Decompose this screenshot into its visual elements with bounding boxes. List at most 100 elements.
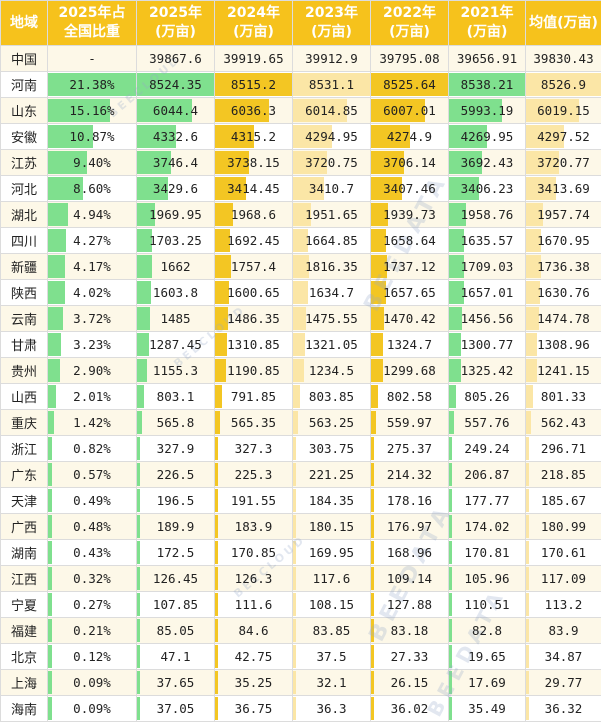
share-cell: 4.94% <box>47 201 137 228</box>
cell-value: 36.32 <box>544 701 583 716</box>
cell-value: 3410.7 <box>308 181 355 196</box>
cell-value: 117.09 <box>540 571 587 586</box>
cell-value: 226.5 <box>156 467 195 482</box>
cell-value: 1816.35 <box>305 259 358 274</box>
cell-value: 126.3 <box>234 571 273 586</box>
table-row: 山东 15.16% 6044.4 6036.3 6014.85 6007.01 5993.1… <box>0 97 601 124</box>
value-bar <box>48 385 57 408</box>
region-cell: 湖南 <box>0 539 48 566</box>
value-cell: 170.85 <box>214 539 293 566</box>
value-cell: 1670.95 <box>525 227 601 254</box>
value-cell: 1969.95 <box>136 201 215 228</box>
value-cell: 565.35 <box>214 409 293 436</box>
cell-value: 1299.68 <box>383 363 436 378</box>
value-cell: 26.15 <box>370 669 449 696</box>
cell-value: 39830.43 <box>533 51 594 66</box>
value-bar <box>137 151 171 174</box>
cell-value: 180.15 <box>308 519 355 534</box>
value-bar <box>526 697 529 720</box>
value-cell: 170.81 <box>448 539 526 566</box>
value-cell: 4274.9 <box>370 123 449 150</box>
value-bar <box>293 177 324 200</box>
column-header: 2025年占 全国比重 <box>47 0 137 46</box>
value-bar <box>215 541 219 564</box>
cell-value: 34.87 <box>544 649 583 664</box>
value-cell: 108.15 <box>292 591 371 618</box>
value-cell: 85.05 <box>136 617 215 644</box>
value-cell: 34.87 <box>525 643 601 670</box>
cell-value: 1190.85 <box>227 363 280 378</box>
value-bar <box>293 359 305 382</box>
value-bar <box>293 593 297 616</box>
value-cell: 3738.15 <box>214 149 293 176</box>
value-cell: 3720.77 <box>525 149 601 176</box>
cell-value: 1474.78 <box>537 311 590 326</box>
value-bar <box>526 359 537 382</box>
value-cell: 226.5 <box>136 461 215 488</box>
value-cell: 39867.6 <box>136 45 215 72</box>
value-bar <box>48 697 52 720</box>
value-cell: 35.25 <box>214 669 293 696</box>
value-cell: 218.85 <box>525 461 601 488</box>
table-row: 四川 4.27% 1703.25 1692.45 1664.85 1658.64 1635.… <box>0 227 601 254</box>
cell-value: 565.8 <box>156 415 195 430</box>
value-cell: 32.1 <box>292 669 371 696</box>
value-cell: 42.75 <box>214 643 293 670</box>
cell-value: 117.6 <box>312 571 351 586</box>
value-bar <box>371 489 375 512</box>
value-bar <box>371 333 383 356</box>
value-cell: 83.85 <box>292 617 371 644</box>
cell-value: 36.3 <box>316 701 347 716</box>
value-bar <box>293 515 297 538</box>
value-cell: 1816.35 <box>292 253 371 280</box>
table-row: 浙江 0.82% 327.9 327.3 303.75 275.37 249.24 296.7… <box>0 435 601 462</box>
value-cell: 225.3 <box>214 461 293 488</box>
cell-value: 6007.01 <box>383 103 436 118</box>
value-bar <box>371 541 375 564</box>
table-row: 贵州 2.90% 1155.3 1190.85 1234.5 1299.68 1325.42… <box>0 357 601 384</box>
cell-value: 39656.91 <box>456 51 518 66</box>
value-bar <box>215 463 219 486</box>
value-cell: 189.9 <box>136 513 215 540</box>
value-cell: 1475.55 <box>292 305 371 332</box>
cell-value: 8531.1 <box>308 77 355 92</box>
cell-value: 37.05 <box>156 701 195 716</box>
cell-value: 0.43% <box>73 545 111 560</box>
cell-value: 39912.9 <box>305 51 358 66</box>
value-cell: 563.25 <box>292 409 371 436</box>
value-bar <box>137 307 151 330</box>
cell-value: 82.8 <box>471 623 503 638</box>
table-row: 湖南 0.43% 172.5 170.85 169.95 168.96 170.81 170.… <box>0 539 601 566</box>
cell-value: 36.02 <box>390 701 429 716</box>
value-cell: 39656.91 <box>448 45 526 72</box>
table-row: 广东 0.57% 226.5 225.3 221.25 214.32 206.87 218.8… <box>0 461 601 488</box>
column-header: 2022年 (万亩) <box>370 0 449 46</box>
value-bar <box>48 489 52 512</box>
value-cell: 303.75 <box>292 435 371 462</box>
cell-value: 1757.4 <box>230 259 277 274</box>
table-row: 中国 - 39867.6 39919.65 39912.9 39795.08 39656.9… <box>0 45 601 72</box>
table-row: 安徽 10.87% 4332.6 4315.2 4294.95 4274.9 4269.95… <box>0 123 601 150</box>
region-cell: 重庆 <box>0 409 48 436</box>
cell-value: 327.9 <box>156 441 195 456</box>
cell-value: 1703.25 <box>149 233 202 248</box>
value-cell: 39830.43 <box>525 45 601 72</box>
cell-value: 39867.6 <box>149 51 202 66</box>
value-cell: 39912.9 <box>292 45 371 72</box>
value-cell: 802.58 <box>370 383 449 410</box>
cell-value: 6044.4 <box>152 103 199 118</box>
value-cell: 1485 <box>136 305 215 332</box>
region-cell: 河南 <box>0 71 48 98</box>
share-cell: 4.17% <box>47 253 137 280</box>
table-row: 甘肃 3.23% 1287.45 1310.85 1321.05 1324.7 1300.7… <box>0 331 601 358</box>
value-bar <box>48 177 84 200</box>
value-cell: 36.32 <box>525 695 601 722</box>
value-cell: 1241.15 <box>525 357 601 384</box>
value-cell: 6036.3 <box>214 97 293 124</box>
cell-value: 9.40% <box>73 155 111 170</box>
value-bar <box>137 489 141 512</box>
value-bar <box>371 671 375 694</box>
value-bar <box>293 645 297 668</box>
value-bar <box>526 567 529 590</box>
